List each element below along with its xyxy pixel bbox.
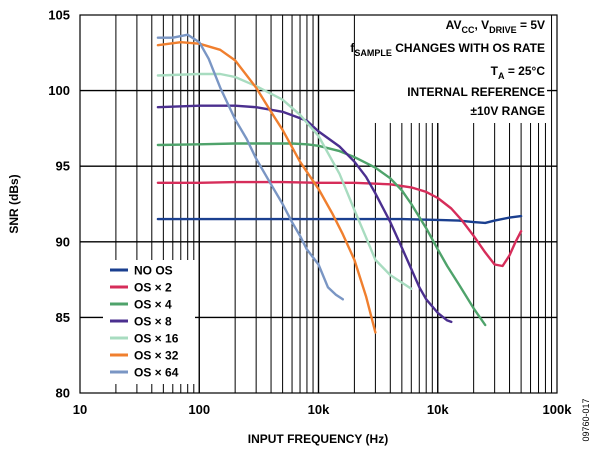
legend-label-6: OS × 64 — [134, 366, 179, 380]
x-tick-label: 10 — [73, 402, 87, 417]
series-line-2 — [156, 142, 487, 327]
series-lines — [156, 33, 523, 334]
annotation-box: AVCC, VDRIVE = 5V fSAMPLE CHANGES WITH O… — [350, 9, 547, 123]
series-line-3 — [156, 104, 453, 324]
annotation-line-4: INTERNAL REFERENCE — [407, 85, 545, 99]
annotation-line-2: fSAMPLE CHANGES WITH OS RATE — [350, 41, 545, 58]
figure-id: 09760-017 — [581, 398, 591, 441]
x-tick-label: 100 — [188, 402, 210, 417]
legend-label-5: OS × 32 — [134, 349, 179, 363]
y-axis-label: SNR (dBs) — [7, 174, 21, 233]
y-tick-label: 95 — [56, 159, 70, 174]
x-tick-label: 10k — [308, 402, 330, 417]
tick-labels: 80 85 90 95 100 105 10 100 10k 10k 100k — [48, 8, 572, 418]
legend-label-1: OS × 2 — [134, 281, 172, 295]
series-line-1 — [156, 180, 523, 268]
legend-label-3: OS × 8 — [134, 315, 172, 329]
series-line-4 — [156, 72, 413, 290]
y-tick-label: 85 — [56, 310, 70, 325]
y-tick-label: 80 — [56, 386, 70, 401]
x-axis-label: INPUT FREQUENCY (Hz) — [248, 432, 388, 446]
series-line-6 — [156, 33, 344, 301]
x-tick-label: 100k — [543, 402, 573, 417]
annotation-line-5: ±10V RANGE — [470, 104, 545, 118]
legend-label-0: NO OS — [134, 264, 173, 278]
series-line-5 — [156, 41, 377, 334]
annotation-line-3: TA = 25°C — [491, 64, 546, 81]
legend: NO OS OS × 2 OS × 4 OS × 8 OS × 16 OS × 32 OS … — [103, 260, 195, 384]
y-tick-label: 105 — [48, 8, 70, 23]
legend-label-2: OS × 4 — [134, 298, 172, 312]
annotation-line-1: AVCC, VDRIVE = 5V — [446, 18, 545, 35]
plot-frame — [79, 14, 558, 394]
y-tick-label: 100 — [48, 83, 70, 98]
legend-label-4: OS × 16 — [134, 332, 179, 346]
y-tick-label: 90 — [56, 234, 70, 249]
x-tick-label: 10k — [427, 402, 449, 417]
